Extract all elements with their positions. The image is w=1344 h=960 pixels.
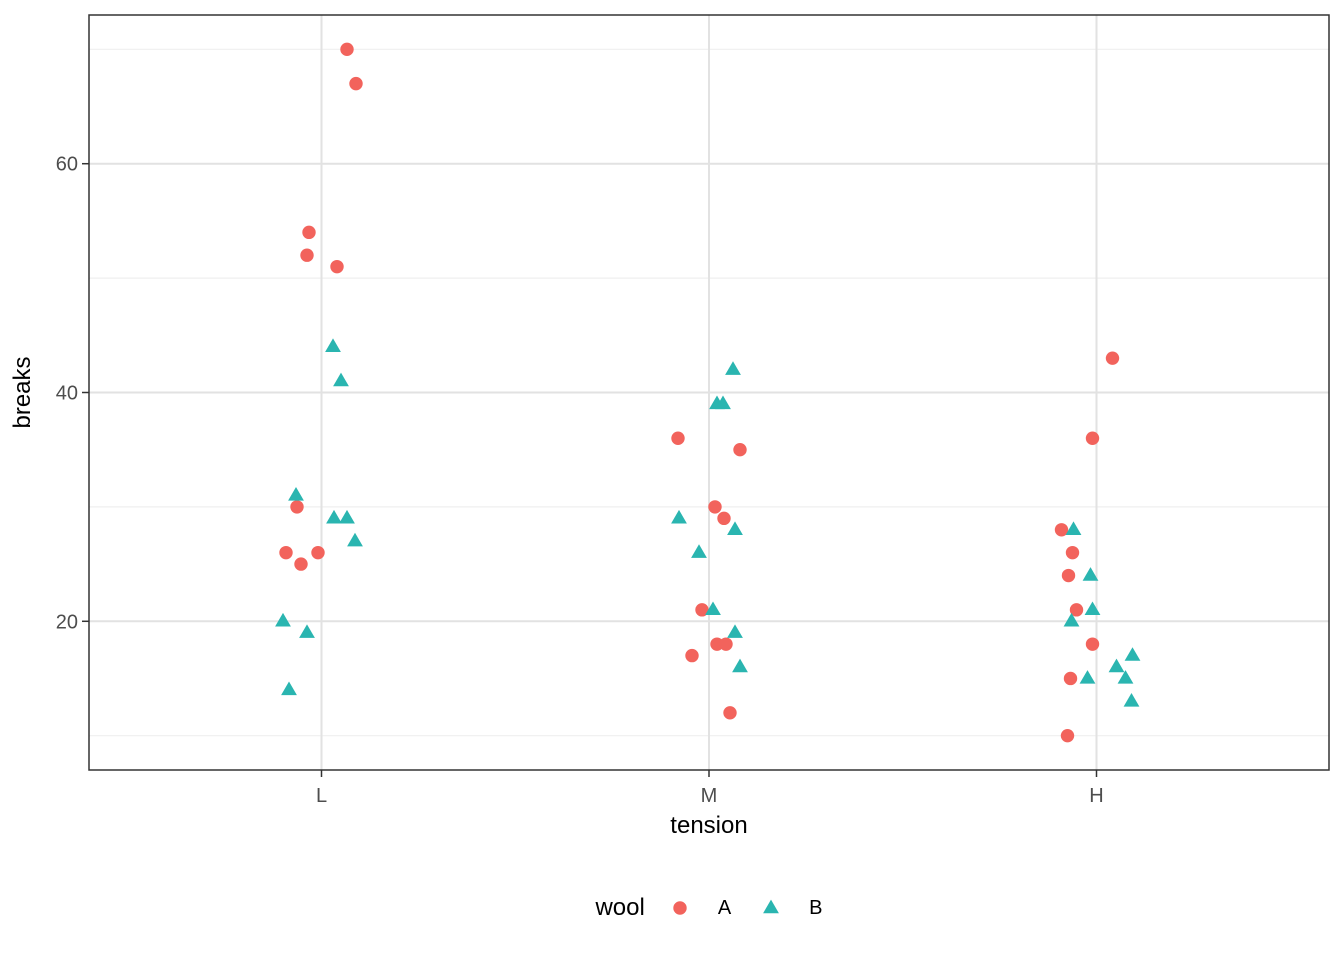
data-point-wool-B — [326, 509, 342, 524]
data-point-wool-B — [1084, 601, 1101, 616]
data-point-wool-A — [290, 500, 304, 514]
data-point-wool-B — [725, 361, 741, 375]
x-tick-label-H: H — [1089, 785, 1103, 807]
data-point-wool-B — [1065, 521, 1082, 535]
data-point-wool-A — [300, 248, 314, 262]
legend-title: wool — [595, 894, 645, 921]
data-point-wool-A — [340, 42, 354, 57]
data-point-wool-B — [727, 624, 743, 638]
data-point-wool-B — [288, 487, 304, 501]
data-point-wool-B — [325, 338, 341, 352]
data-point-wool-B — [299, 624, 315, 638]
data-point-wool-A — [302, 225, 316, 240]
data-point-wool-B — [333, 372, 349, 387]
data-point-wool-B — [1063, 612, 1080, 627]
legend-label-A: A — [717, 896, 732, 919]
data-point-wool-A — [671, 431, 685, 445]
triangle-glyph — [763, 899, 780, 914]
data-point-wool-A — [723, 706, 737, 720]
data-point-wool-A — [1060, 728, 1075, 743]
x-tick-label-M: M — [701, 785, 718, 807]
data-point-wool-B — [705, 601, 721, 616]
y-tick-label-60: 60 — [56, 154, 78, 176]
data-point-wool-A — [1069, 603, 1084, 617]
legend-label-B: B — [809, 896, 823, 919]
data-point-wool-A — [685, 648, 699, 663]
data-point-wool-A — [1085, 431, 1100, 445]
data-point-wool-B — [1124, 647, 1141, 661]
data-point-wool-B — [339, 509, 355, 524]
data-point-wool-B — [671, 509, 687, 524]
data-point-wool-B — [732, 658, 748, 673]
data-point-wool-B — [281, 681, 297, 696]
data-point-wool-B — [1079, 670, 1096, 684]
data-point-wool-B — [715, 395, 731, 410]
data-point-wool-A — [1061, 568, 1076, 583]
data-point-wool-A — [330, 259, 344, 274]
y-tick-label-20: 20 — [56, 611, 78, 633]
data-point-wool-B — [347, 532, 363, 547]
data-point-wool-A — [349, 76, 363, 91]
data-point-wool-A — [311, 545, 325, 560]
x-axis-title: tension — [670, 812, 747, 839]
legend-entry-A: A — [669, 897, 731, 920]
data-point-wool-B — [1082, 567, 1099, 581]
data-point-wool-A — [1063, 671, 1078, 686]
data-point-wool-A — [708, 500, 722, 514]
data-point-wool-A — [1085, 637, 1100, 651]
data-point-wool-B — [1117, 670, 1134, 684]
y-axis-title: breaks — [9, 356, 36, 428]
x-tick-label-L: L — [316, 785, 327, 807]
data-point-wool-A — [1065, 545, 1080, 560]
data-point-wool-B — [275, 612, 291, 627]
circle-glyph — [673, 901, 687, 915]
data-point-wool-A — [279, 545, 293, 560]
legend-entry-B: B — [760, 896, 823, 920]
data-point-wool-B — [691, 544, 707, 558]
legend-key-circle-icon — [673, 901, 687, 915]
data-point-wool-B — [1123, 692, 1140, 707]
data-point-wool-B — [727, 521, 743, 535]
data-point-wool-A — [733, 442, 747, 457]
legend-key-triangle-icon — [763, 899, 780, 914]
y-tick-label-40: 40 — [56, 383, 78, 405]
data-point-wool-A — [717, 511, 731, 526]
data-point-wool-A — [695, 603, 709, 617]
data-point-wool-B — [1108, 658, 1125, 673]
data-point-wool-A — [719, 637, 733, 651]
data-point-wool-A — [1054, 523, 1069, 537]
data-point-wool-A — [294, 557, 308, 571]
data-point-wool-A — [1105, 351, 1120, 365]
